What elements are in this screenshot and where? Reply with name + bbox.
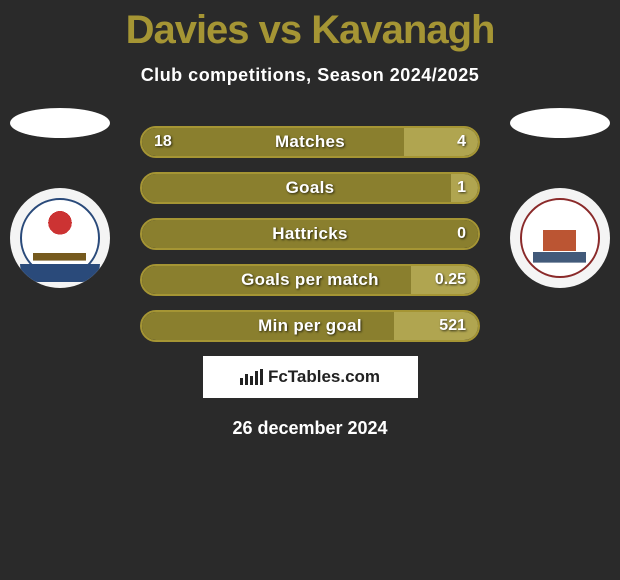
right-club-crest [510, 188, 610, 288]
subtitle: Club competitions, Season 2024/2025 [0, 65, 620, 86]
stat-bar: Goals1 [140, 172, 480, 204]
stat-bar-label: Hattricks [142, 220, 478, 248]
page-title: Davies vs Kavanagh [0, 0, 620, 53]
left-club-crest [10, 188, 110, 288]
stats-area: Matches18 4 Goals1 Hattricks0 Goals per matc… [0, 126, 620, 342]
stat-bar: Goals per match0.25 [140, 264, 480, 296]
stat-bar: Min per goal521 [140, 310, 480, 342]
date-text: 26 december 2024 [0, 418, 620, 439]
right-player-ellipse [510, 108, 610, 138]
left-player-side [10, 108, 110, 288]
stat-bar-label: Goals [142, 174, 478, 202]
stat-bar-right-value: 521 [439, 312, 466, 340]
brand-icon [240, 369, 262, 385]
stat-bar-right-value: 1 [457, 174, 466, 202]
stat-bar-label: Matches [142, 128, 478, 156]
stat-bar-right-value: 4 [457, 128, 466, 156]
brand-text: FcTables.com [268, 367, 380, 387]
stat-bar-label: Min per goal [142, 312, 478, 340]
stat-bar-left-value: 18 [154, 128, 172, 156]
stat-bar-right-value: 0 [457, 220, 466, 248]
stat-bars: Matches18 4 Goals1 Hattricks0 Goals per matc… [140, 126, 480, 342]
stat-bar: Hattricks0 [140, 218, 480, 250]
left-player-ellipse [10, 108, 110, 138]
stat-bar-right-value: 0.25 [435, 266, 466, 294]
brand-badge: FcTables.com [203, 356, 418, 398]
stat-bar: Matches18 4 [140, 126, 480, 158]
stat-bar-label: Goals per match [142, 266, 478, 294]
right-player-side [510, 108, 610, 288]
